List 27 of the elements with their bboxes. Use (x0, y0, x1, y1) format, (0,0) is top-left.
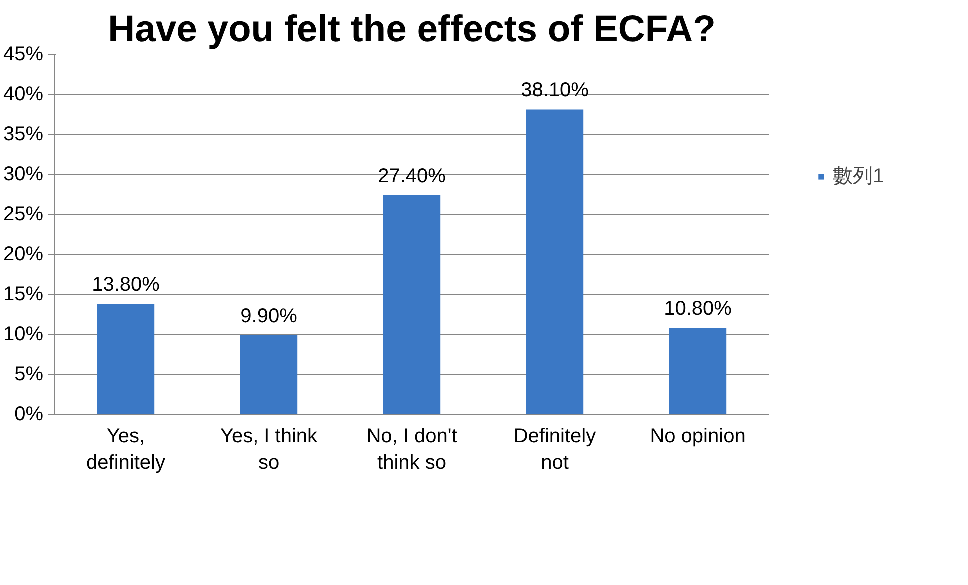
text: 9.90% (240, 305, 298, 328)
y-tick-label: 10% (3, 324, 44, 346)
y-tick-label: 30% (3, 164, 44, 186)
x-tick-label: Definitely not (514, 426, 596, 474)
text: 13.80% (92, 274, 160, 296)
bar (240, 335, 298, 414)
y-tick-label: 0% (14, 404, 44, 426)
x-tick-label: Yes, I think so (220, 426, 319, 474)
x-tick-label: No opinion (650, 426, 746, 448)
y-tick-label: 45% (3, 44, 44, 66)
chart-title: Have you felt the effects of ECFA? (108, 8, 716, 50)
y-tick-label: 40% (3, 84, 44, 106)
y-tick-label: 15% (3, 284, 44, 306)
text: 27.40% (378, 165, 446, 188)
text: 10.80% (664, 298, 732, 320)
bar (383, 195, 441, 414)
text: 38.10% (521, 80, 589, 102)
y-tick-label: 25% (3, 204, 44, 226)
legend-label: 數列1 (832, 164, 884, 190)
y-tick-label: 35% (3, 124, 44, 146)
x-tick-label: No, I don't think so (366, 426, 458, 474)
bar (526, 110, 584, 414)
bar (669, 328, 727, 414)
y-tick-label: 5% (14, 364, 44, 386)
x-tick-label: Yes, definitely (86, 426, 166, 474)
bar (97, 304, 155, 414)
y-tick-label: 20% (3, 244, 44, 266)
